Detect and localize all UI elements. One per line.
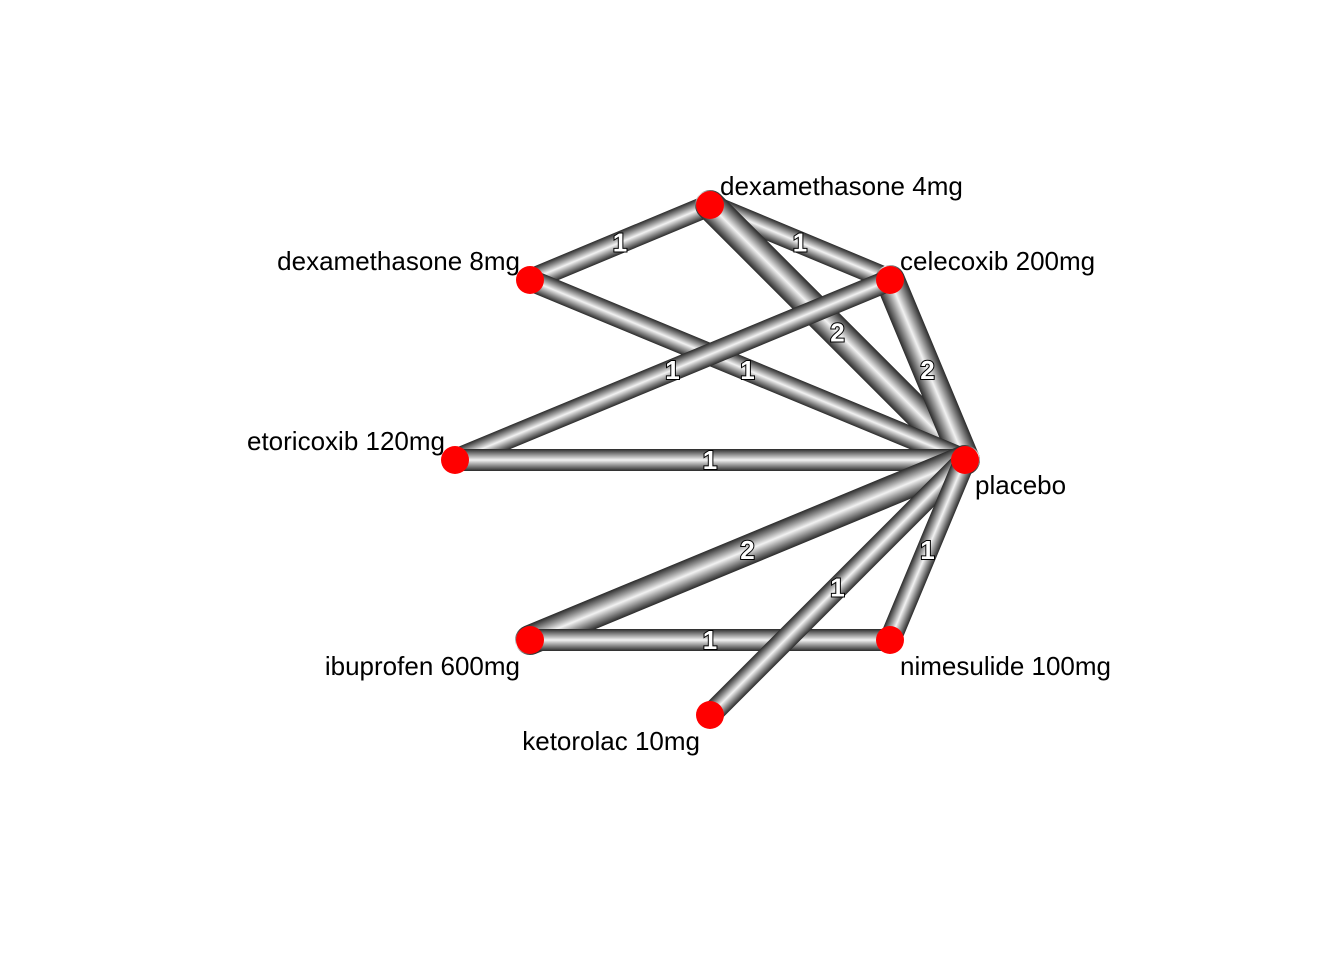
node-plac	[951, 446, 979, 474]
node-label-dex4: dexamethasone 4mg	[720, 171, 963, 201]
node-label-cele: celecoxib 200mg	[900, 246, 1095, 276]
node-label-keto: ketorolac 10mg	[522, 726, 700, 756]
nodes-layer	[441, 191, 979, 729]
edge-study-count-ibu-nime: 1	[703, 625, 717, 655]
edge-dex8-dex4	[519, 194, 721, 291]
edge-study-count-cele-plac: 2	[920, 355, 934, 385]
edge-study-count-nime-plac: 1	[920, 535, 934, 565]
node-dex8	[516, 266, 544, 294]
edge-dex8-plac	[519, 269, 976, 471]
edge-ibu-plac	[515, 445, 980, 655]
edge-study-count-etori-cele: 1	[665, 355, 679, 385]
edge-study-count-etori-plac: 1	[703, 445, 717, 475]
edge-dex4-plac	[695, 190, 980, 475]
node-keto	[696, 701, 724, 729]
edge-cele-plac	[875, 265, 980, 475]
edge-study-count-ibu-plac: 2	[740, 535, 754, 565]
node-label-etori: etoricoxib 120mg	[247, 426, 445, 456]
node-nime	[876, 626, 904, 654]
node-cele	[876, 266, 904, 294]
edge-etori-cele	[444, 269, 901, 471]
node-label-dex8: dexamethasone 8mg	[277, 246, 520, 276]
node-label-nime: nimesulide 100mg	[900, 651, 1111, 681]
edge-study-count-dex4-cele: 1	[793, 228, 807, 258]
edges-layer	[444, 190, 980, 726]
node-dex4	[696, 191, 724, 219]
edge-study-count-dex8-plac: 1	[740, 355, 754, 385]
node-etori	[441, 446, 469, 474]
edge-study-count-dex8-dex4: 1	[613, 228, 627, 258]
node-label-ibu: ibuprofen 600mg	[325, 651, 520, 681]
node-label-plac: placebo	[975, 470, 1066, 500]
edge-study-count-dex4-plac: 2	[830, 318, 844, 348]
edge-nime-plac	[879, 449, 976, 651]
edge-labels-layer: 1 1 2 2 1 1 1 2 1 1 1	[612, 227, 936, 657]
node-ibu	[516, 626, 544, 654]
node-labels-layer: dexamethasone 4mg celecoxib 200mg placebo n…	[247, 171, 1111, 756]
edge-keto-plac	[699, 449, 976, 726]
edge-study-count-keto-plac: 1	[830, 573, 844, 603]
